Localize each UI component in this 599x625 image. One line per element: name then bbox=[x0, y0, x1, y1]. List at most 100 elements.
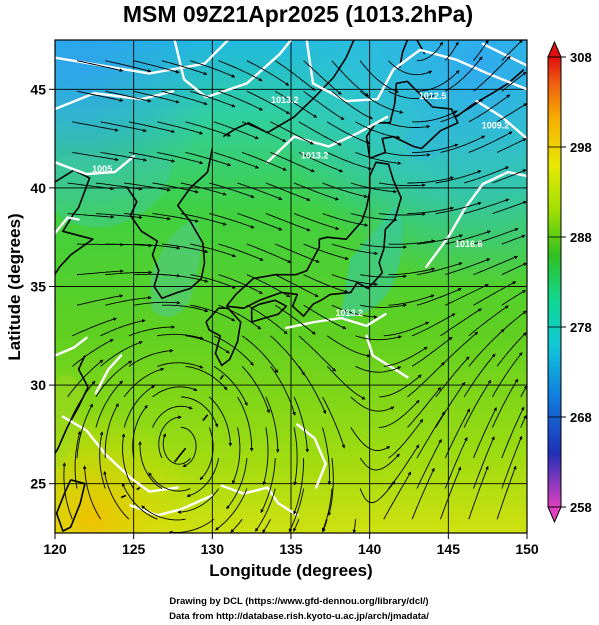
contour-label: 1012.5 bbox=[419, 91, 447, 101]
x-axis-ticks: 120 125 130 135 140 145 150 bbox=[43, 533, 539, 557]
streamline bbox=[72, 151, 119, 162]
streamline bbox=[124, 213, 171, 221]
streamline bbox=[379, 182, 426, 187]
pressure-contour bbox=[94, 354, 123, 395]
streamline bbox=[180, 182, 227, 196]
streamline bbox=[199, 427, 214, 481]
streamline bbox=[123, 385, 156, 428]
streamline bbox=[355, 151, 402, 165]
streamline bbox=[388, 444, 420, 489]
streamline bbox=[275, 304, 316, 335]
streamline bbox=[435, 381, 466, 428]
streamline bbox=[326, 335, 371, 358]
streamline bbox=[260, 458, 276, 514]
streamline bbox=[463, 166, 510, 184]
streamline bbox=[435, 356, 470, 398]
streamline bbox=[213, 335, 254, 366]
streamline bbox=[407, 386, 442, 428]
streamline bbox=[185, 151, 232, 167]
contour-label: 1013.2 bbox=[335, 308, 363, 318]
streamline bbox=[331, 243, 379, 256]
streamline bbox=[492, 352, 523, 398]
streamline bbox=[303, 304, 347, 330]
streamline bbox=[265, 396, 280, 453]
streamline bbox=[322, 182, 368, 199]
streamline bbox=[157, 121, 204, 135]
streamline bbox=[152, 213, 199, 223]
streamline bbox=[473, 40, 489, 61]
streamline bbox=[270, 366, 296, 416]
streamline bbox=[411, 313, 456, 337]
honshu-land-shade bbox=[340, 205, 403, 319]
streamline bbox=[440, 331, 479, 367]
streamline bbox=[100, 340, 143, 367]
streamline bbox=[190, 304, 236, 322]
streamline bbox=[473, 227, 519, 245]
coastline-segment bbox=[202, 414, 209, 422]
streamline bbox=[468, 94, 511, 123]
x-tick-label: 120 bbox=[43, 541, 67, 557]
streamline bbox=[95, 182, 143, 191]
pressure-contour bbox=[475, 99, 527, 140]
streamline bbox=[388, 60, 433, 76]
streamline bbox=[473, 55, 511, 92]
streamline bbox=[331, 304, 378, 319]
streamline bbox=[416, 262, 463, 276]
streamline bbox=[237, 213, 283, 231]
streamline bbox=[186, 458, 220, 498]
streamline bbox=[262, 427, 269, 486]
pressure-contour bbox=[296, 423, 327, 489]
coastline-segment bbox=[219, 374, 224, 380]
streamline bbox=[416, 70, 460, 92]
streamline bbox=[491, 378, 519, 428]
streamline bbox=[298, 366, 327, 415]
streamline bbox=[327, 458, 334, 516]
streamline bbox=[190, 274, 236, 289]
streamline bbox=[213, 366, 248, 406]
colorbar-tick-label: 258 bbox=[570, 500, 592, 515]
streamline bbox=[331, 274, 378, 287]
streamline bbox=[350, 427, 391, 451]
streamline bbox=[440, 308, 482, 337]
streamline bbox=[492, 200, 527, 214]
streamline bbox=[360, 303, 407, 308]
streamline bbox=[463, 198, 510, 214]
streamline bbox=[293, 519, 300, 532]
streamline bbox=[440, 135, 486, 153]
streamline bbox=[440, 466, 462, 520]
colorbar-tick-label: 308 bbox=[570, 50, 592, 65]
streamline bbox=[288, 488, 305, 533]
streamline bbox=[492, 169, 527, 184]
streamline bbox=[185, 365, 228, 391]
streamline bbox=[322, 427, 332, 485]
streamline bbox=[100, 151, 147, 162]
streamline bbox=[100, 319, 146, 337]
streamline bbox=[468, 131, 513, 153]
streamline bbox=[321, 488, 333, 532]
streamline bbox=[407, 361, 445, 398]
streamline bbox=[501, 40, 523, 62]
streamline bbox=[496, 310, 527, 337]
streamline bbox=[67, 359, 104, 398]
streamline bbox=[190, 243, 237, 258]
x-tick-label: 140 bbox=[358, 541, 382, 557]
streamline bbox=[326, 121, 371, 145]
streamline bbox=[444, 437, 468, 489]
streamline bbox=[359, 60, 399, 93]
streamline bbox=[82, 465, 101, 520]
streamline bbox=[407, 176, 454, 184]
streamline bbox=[121, 433, 135, 489]
colorbar-gradient bbox=[547, 56, 562, 508]
streamline bbox=[303, 274, 349, 293]
streamline bbox=[262, 518, 271, 533]
streamline bbox=[293, 182, 339, 201]
coastline-segment bbox=[120, 494, 127, 499]
streamline bbox=[416, 234, 464, 245]
streamline bbox=[416, 288, 462, 306]
streamline bbox=[350, 213, 398, 222]
streamline bbox=[352, 519, 357, 533]
colorbar-max-arrow bbox=[547, 40, 562, 58]
contour-label: 1005 bbox=[92, 164, 112, 174]
pressure-contour bbox=[481, 42, 527, 67]
